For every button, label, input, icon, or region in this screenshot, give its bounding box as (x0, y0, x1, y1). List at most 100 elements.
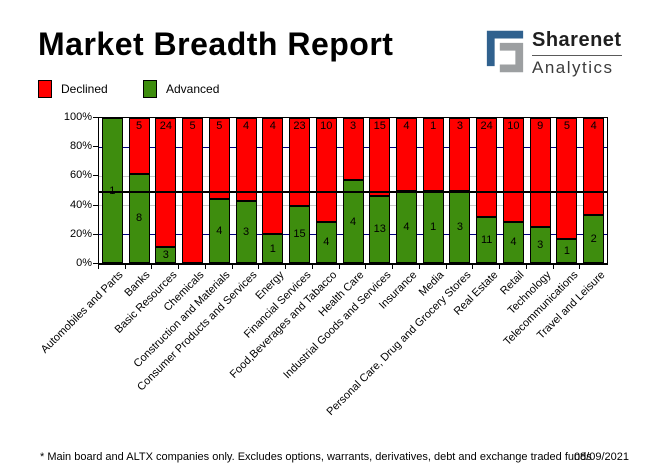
advanced-count-label: 4 (403, 220, 410, 233)
x-tick (258, 265, 260, 269)
y-tick-mark (93, 175, 98, 177)
declined-segment: 4 (395, 118, 417, 191)
advanced-segment: 1 (556, 238, 578, 263)
advanced-count-label: 3 (456, 220, 463, 233)
y-tick-mark (93, 146, 98, 148)
x-tick (445, 265, 447, 269)
declined-count-label: 4 (269, 120, 276, 132)
declined-count-label: 23 (293, 120, 306, 132)
advanced-segment: 4 (502, 221, 524, 263)
bar-financial-services: 23 15 (289, 118, 311, 263)
declined-segment: 4 (583, 118, 605, 215)
advanced-count-label: 15 (293, 228, 306, 241)
y-tick-label-0: 0% (76, 257, 92, 269)
x-tick (579, 265, 581, 269)
declined-segment: 5 (556, 118, 578, 239)
declined-count-label: 24 (159, 120, 172, 132)
declined-count-label: 3 (456, 120, 463, 132)
declined-count-label: 1 (430, 120, 437, 132)
advanced-segment: 3 (235, 200, 257, 263)
y-tick-mark (93, 204, 98, 206)
declined-segment: 9 (529, 118, 551, 227)
declined-count-label: 24 (480, 120, 493, 132)
legend-label-declined: Declined (61, 82, 108, 96)
y-tick-label-80: 80% (69, 140, 92, 153)
advanced-segment: 4 (342, 180, 364, 263)
declined-count-label: 3 (349, 120, 357, 132)
declined-count-label: 5 (563, 120, 570, 132)
advanced-count-label: 1 (269, 242, 276, 255)
brand-logo: Sharenet Analytics (486, 29, 622, 78)
advanced-count-label: 11 (480, 234, 493, 247)
declined-count-label: 15 (373, 120, 386, 132)
declined-count-label: 5 (216, 120, 223, 132)
advanced-segment: 13 (369, 195, 391, 263)
advanced-count-label: 4 (510, 236, 517, 249)
advanced-segment: 2 (583, 214, 605, 263)
declined-swatch-icon (38, 80, 52, 98)
bar-industrial-goods-and-services: 15 13 (369, 118, 391, 263)
x-tick (285, 265, 287, 269)
footnote: * Main board and ALTX companies only. Ex… (40, 451, 592, 463)
legend-item-declined: Declined (38, 80, 108, 98)
x-tick (311, 265, 313, 269)
y-tick-mark (93, 117, 98, 118)
declined-segment: 4 (235, 118, 257, 201)
declined-segment: 10 (502, 118, 524, 222)
x-tick (499, 265, 501, 269)
x-tick (151, 265, 153, 269)
advanced-segment: 1 (422, 190, 444, 263)
declined-segment: 1 (422, 118, 444, 191)
report-date: 08/09/2021 (573, 451, 629, 463)
advanced-segment: 11 (476, 217, 498, 263)
declined-segment: 3 (449, 118, 471, 191)
advanced-count-label: 3 (242, 225, 250, 238)
y-tick-label-60: 60% (69, 169, 92, 182)
brand-name: Sharenet (532, 29, 622, 56)
x-tick (552, 265, 554, 269)
x-tick (525, 265, 527, 269)
advanced-segment: 3 (449, 190, 471, 263)
bar-retail: 10 4 (502, 118, 524, 263)
declined-segment: 15 (369, 118, 391, 196)
x-tick (392, 265, 394, 269)
y-tick-label-20: 20% (69, 227, 92, 240)
advanced-count-label: 3 (162, 248, 169, 261)
y-tick-mark (93, 263, 98, 264)
bar-real-estate: 24 11 (476, 118, 498, 263)
x-tick (338, 265, 340, 269)
x-tick (98, 265, 99, 269)
advanced-segment: 3 (155, 246, 177, 263)
advanced-segment: 1 (262, 234, 284, 263)
advanced-segment: 15 (289, 205, 311, 263)
fifty-percent-line (98, 190, 608, 193)
declined-segment: 24 (476, 118, 498, 218)
declined-count-label: 4 (590, 120, 597, 132)
x-tick (365, 265, 367, 269)
x-tick (178, 265, 180, 269)
x-tick (418, 265, 420, 269)
declined-segment: 5 (128, 118, 150, 174)
x-tick (472, 265, 474, 269)
advanced-count-label: 4 (216, 224, 223, 237)
declined-segment: 10 (315, 118, 337, 222)
declined-count-label: 10 (320, 120, 333, 132)
advanced-count-label: 2 (590, 232, 597, 245)
declined-count-label: 9 (537, 120, 544, 132)
plot-area: 1582435544341231510434151344113324111049… (98, 117, 608, 265)
advanced-count-label: 3 (537, 238, 544, 251)
declined-count-label: 5 (189, 120, 196, 132)
brand-text: Sharenet Analytics (532, 29, 622, 78)
declined-count-label: 5 (136, 120, 143, 132)
advanced-count-label: 8 (136, 212, 143, 225)
declined-count-label: 4 (242, 120, 250, 132)
advanced-segment: 3 (529, 226, 551, 263)
declined-segment: 23 (289, 118, 311, 206)
